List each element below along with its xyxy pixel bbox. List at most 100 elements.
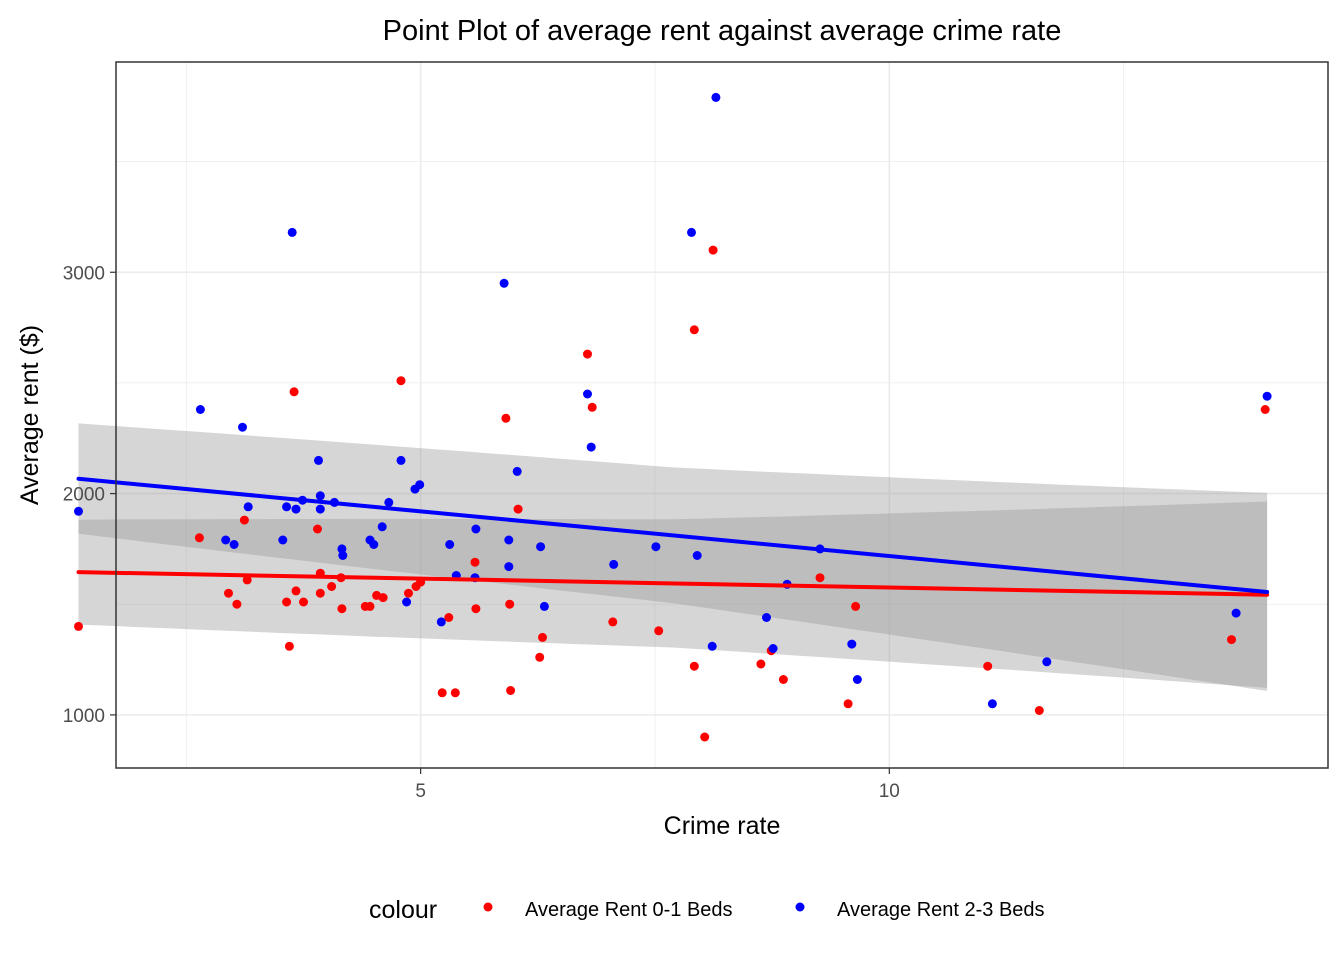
point-rent-2-3	[282, 502, 292, 512]
point-rent-0-1	[815, 573, 825, 583]
point-rent-2-3	[229, 540, 239, 549]
point-rent-2-3	[512, 466, 522, 476]
point-rent-2-3	[436, 617, 446, 627]
point-rent-2-3	[609, 559, 619, 569]
point-rent-0-1	[506, 686, 516, 695]
point-rent-2-3	[499, 278, 509, 288]
y-tick-label: 2000	[63, 485, 105, 506]
point-rent-0-1	[404, 588, 413, 598]
trend-line-1	[76, 476, 1270, 595]
point-rent-2-3	[415, 480, 425, 490]
point-rent-2-3	[536, 542, 546, 552]
point-rent-2-3	[243, 502, 253, 512]
point-rent-0-1	[242, 575, 252, 585]
y-axis-label: Average rent ($)	[16, 325, 44, 505]
point-rent-0-1	[437, 688, 447, 698]
point-rent-2-3	[384, 497, 394, 507]
point-rent-2-3	[338, 551, 348, 560]
point-rent-0-1	[700, 732, 710, 742]
point-rent-2-3	[586, 442, 596, 452]
point-rent-2-3	[471, 524, 481, 534]
point-rent-0-1	[983, 661, 993, 671]
point-rent-2-3	[539, 601, 549, 611]
point-rent-0-1	[365, 601, 375, 611]
point-rent-0-1	[587, 402, 597, 412]
point-rent-2-3	[74, 506, 83, 516]
point-rent-2-3	[768, 644, 778, 653]
point-rent-2-3	[762, 613, 771, 622]
point-rent-2-3	[711, 92, 721, 102]
point-rent-2-3	[238, 422, 247, 432]
x-tick-label: 10	[879, 781, 900, 802]
point-rent-0-1	[689, 325, 699, 335]
point-rent-2-3	[287, 227, 297, 237]
point-rent-2-3	[852, 675, 862, 684]
point-rent-0-1	[708, 245, 718, 255]
point-rent-0-1	[1227, 635, 1236, 645]
legend-key-rent-2-3	[795, 902, 805, 912]
point-rent-0-1	[444, 613, 454, 622]
point-rent-2-3	[291, 504, 301, 514]
point-rent-0-1	[513, 504, 523, 514]
chart-title: Point Plot of average rent against avera…	[383, 15, 1062, 47]
point-rent-2-3	[396, 455, 406, 465]
legend-label-rent-2-3: Average Rent 2-3 Beds	[837, 899, 1045, 921]
point-rent-0-1	[313, 524, 322, 534]
point-rent-2-3	[315, 504, 325, 514]
point-rent-2-3	[987, 699, 997, 709]
point-rent-0-1	[608, 617, 618, 627]
data-points	[74, 92, 1272, 742]
point-rent-0-1	[282, 597, 292, 607]
point-rent-2-3	[195, 405, 205, 414]
point-rent-2-3	[692, 551, 702, 560]
axes: 5 10 1000 2000 3000	[63, 263, 900, 802]
point-rent-0-1	[851, 601, 861, 611]
y-tick-label: 3000	[63, 263, 105, 284]
point-rent-0-1	[194, 533, 204, 543]
point-rent-2-3	[651, 542, 661, 552]
point-rent-0-1	[843, 699, 853, 709]
point-rent-0-1	[327, 582, 337, 591]
point-rent-2-3	[369, 540, 379, 549]
point-rent-0-1	[756, 659, 766, 669]
point-rent-0-1	[501, 413, 511, 423]
point-rent-0-1	[538, 632, 547, 642]
point-rent-2-3	[278, 535, 288, 545]
point-rent-2-3	[445, 540, 455, 549]
point-rent-0-1	[291, 586, 301, 596]
point-rent-2-3	[504, 562, 514, 572]
point-rent-2-3	[504, 535, 514, 545]
point-rent-0-1	[224, 588, 233, 598]
point-rent-0-1	[378, 593, 388, 603]
point-rent-0-1	[396, 376, 406, 386]
point-rent-2-3	[221, 535, 231, 545]
point-rent-2-3	[1231, 608, 1241, 618]
gridlines	[116, 62, 1328, 768]
point-rent-2-3	[314, 455, 323, 465]
point-rent-0-1	[1034, 706, 1044, 715]
point-rent-2-3	[377, 522, 387, 532]
point-rent-0-1	[689, 661, 699, 671]
legend-title: colour	[369, 896, 437, 924]
confidence-ribbon-1	[78, 423, 1268, 691]
legend-label-rent-0-1: Average Rent 0-1 Beds	[525, 899, 733, 921]
point-rent-0-1	[284, 641, 294, 651]
point-rent-2-3	[687, 227, 696, 237]
point-rent-0-1	[1260, 405, 1270, 414]
point-rent-2-3	[337, 544, 347, 554]
x-axis-label: Crime rate	[664, 812, 781, 840]
point-rent-2-3	[847, 639, 857, 649]
point-rent-0-1	[583, 349, 592, 359]
x-tick-label: 5	[415, 781, 426, 802]
y-tick-label: 1000	[63, 706, 105, 727]
legend-key-rent-0-1	[483, 902, 493, 912]
point-rent-0-1	[450, 688, 460, 698]
point-rent-0-1	[289, 387, 299, 397]
point-rent-0-1	[654, 626, 664, 636]
point-rent-0-1	[299, 597, 308, 607]
point-rent-2-3	[707, 641, 717, 651]
point-rent-0-1	[315, 588, 325, 598]
point-rent-0-1	[470, 557, 480, 567]
point-rent-2-3	[1262, 391, 1272, 401]
